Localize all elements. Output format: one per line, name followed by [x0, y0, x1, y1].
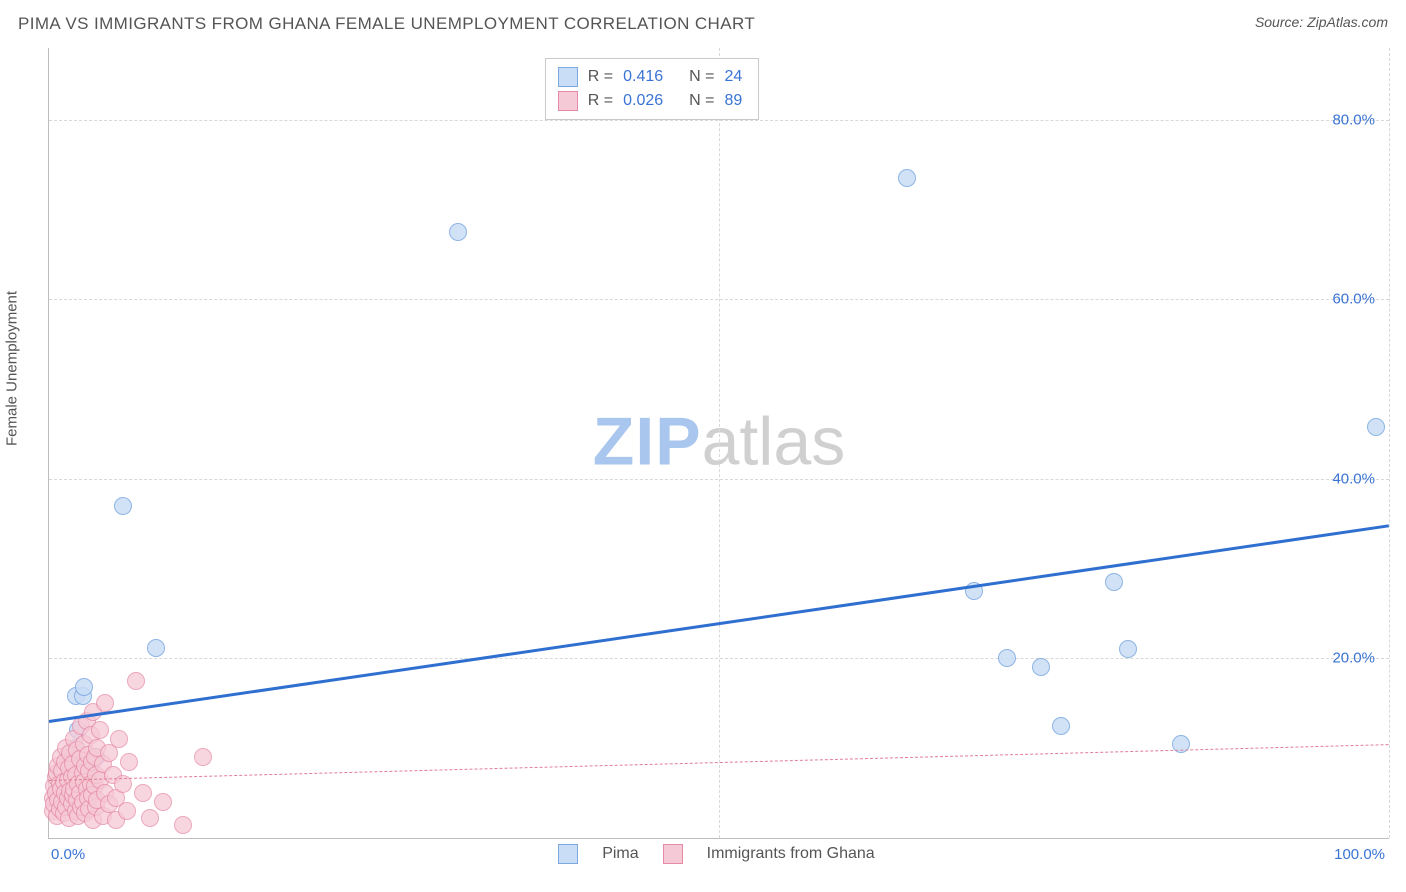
data-point-pima [147, 639, 165, 657]
legend-stats: R = 0.416 N = 24 R = 0.026 N = 89 [545, 58, 759, 120]
legend-stats-row-pima: R = 0.416 N = 24 [558, 65, 742, 89]
x-tick-label: 0.0% [51, 846, 85, 863]
data-point-pima [998, 649, 1016, 667]
data-point-pima [1119, 640, 1137, 658]
legend-label-ghana: Immigrants from Ghana [707, 845, 875, 863]
data-point-ghana [96, 694, 114, 712]
legend-r-value: 0.416 [623, 65, 679, 89]
data-point-ghana [110, 730, 128, 748]
legend-n-value: 89 [724, 89, 742, 113]
data-point-pima [1052, 717, 1070, 735]
data-point-ghana [134, 784, 152, 802]
legend-stats-row-ghana: R = 0.026 N = 89 [558, 89, 742, 113]
data-point-ghana [118, 802, 136, 820]
legend-r-label: R = [588, 89, 613, 113]
watermark-zip: ZIP [593, 403, 702, 479]
data-point-ghana [174, 816, 192, 834]
y-axis-title: Female Unemployment [4, 291, 21, 446]
y-tick-label: 20.0% [1332, 650, 1375, 667]
legend-swatch-ghana [663, 844, 683, 864]
data-point-ghana [194, 748, 212, 766]
data-point-ghana [91, 721, 109, 739]
data-point-pima [114, 497, 132, 515]
data-point-pima [1367, 418, 1385, 436]
scatter-plot: ZIPatlas 20.0%40.0%60.0%80.0%0.0%100.0%R… [48, 48, 1389, 839]
gridline-v [719, 48, 720, 838]
data-point-pima [1105, 573, 1123, 591]
data-point-ghana [127, 672, 145, 690]
y-tick-label: 60.0% [1332, 291, 1375, 308]
source-attribution: Source: ZipAtlas.com [1255, 14, 1388, 30]
legend-n-label: N = [689, 65, 714, 89]
legend-swatch-pima [558, 67, 578, 87]
data-point-ghana [120, 753, 138, 771]
legend-swatch-ghana [558, 91, 578, 111]
y-tick-label: 80.0% [1332, 111, 1375, 128]
legend-n-label: N = [689, 89, 714, 113]
data-point-pima [449, 223, 467, 241]
chart-title: PIMA VS IMMIGRANTS FROM GHANA FEMALE UNE… [18, 14, 755, 33]
x-tick-label: 100.0% [1334, 846, 1385, 863]
data-point-pima [898, 169, 916, 187]
y-tick-label: 40.0% [1332, 470, 1375, 487]
gridline-v [1389, 48, 1390, 838]
legend-r-label: R = [588, 65, 613, 89]
data-point-pima [1032, 658, 1050, 676]
legend-r-value: 0.026 [623, 89, 679, 113]
data-point-ghana [141, 809, 159, 827]
data-point-ghana [154, 793, 172, 811]
legend-swatch-pima [558, 844, 578, 864]
watermark-atlas: atlas [702, 403, 846, 479]
legend-label-pima: Pima [602, 845, 638, 863]
legend-series: Pima Immigrants from Ghana [558, 844, 875, 864]
legend-n-value: 24 [724, 65, 742, 89]
data-point-pima [75, 678, 93, 696]
chart-header: PIMA VS IMMIGRANTS FROM GHANA FEMALE UNE… [18, 14, 1388, 42]
